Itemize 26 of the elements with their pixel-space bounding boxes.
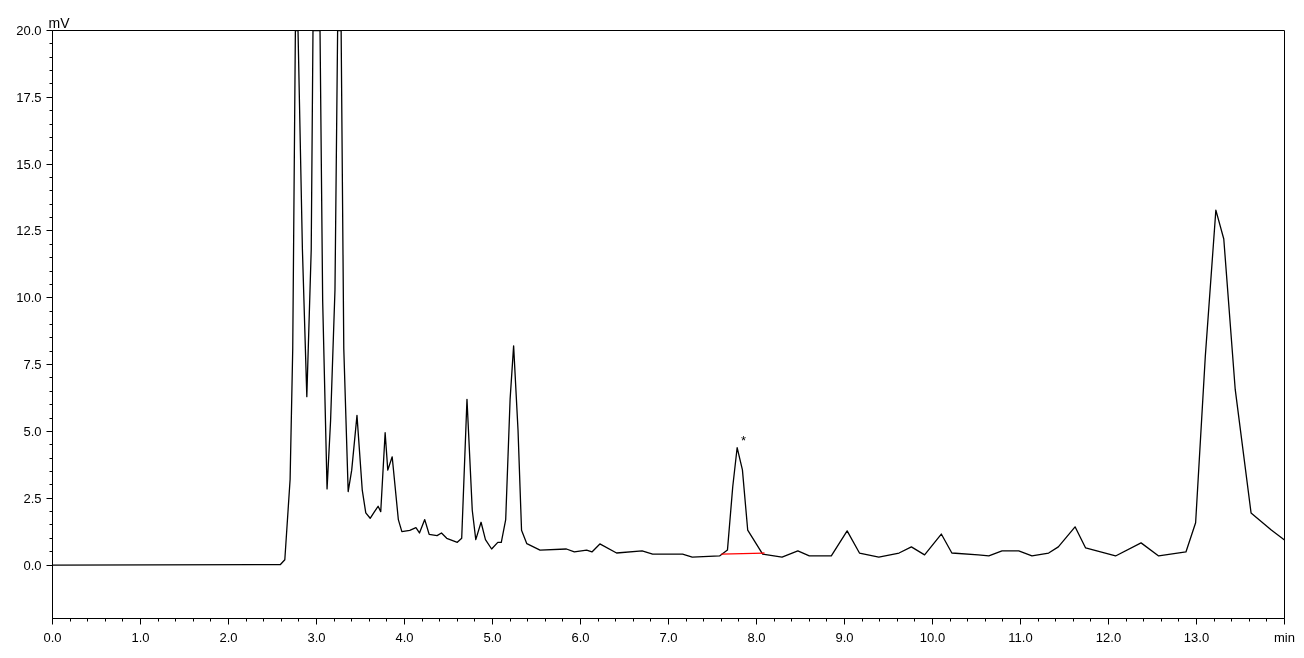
- x-tick-label: min: [1274, 629, 1295, 645]
- x-tick-label: 11.0: [1008, 629, 1033, 645]
- x-tick-label: 12.0: [1095, 629, 1122, 645]
- y-tick-label: 0.0: [23, 557, 42, 573]
- x-tick-label: 9.0: [835, 629, 854, 645]
- y-tick-label: 20.0: [16, 23, 42, 38]
- y-axis-title: mV: [48, 14, 71, 31]
- x-tick-label: 10.0: [919, 629, 946, 645]
- x-tick-label: 5.0: [483, 629, 502, 645]
- x-tick-label: 0.0: [43, 629, 62, 645]
- y-tick-label: 10.0: [16, 290, 42, 306]
- x-tick-label: 4.0: [395, 629, 414, 645]
- y-tick-label: 5.0: [23, 423, 42, 439]
- x-tick-label: 2.0: [219, 629, 238, 645]
- x-tick-label: 1.0: [131, 629, 150, 645]
- x-tick-label: 13.0: [1183, 629, 1210, 645]
- y-tick-label: 12.5: [16, 223, 42, 239]
- x-tick-label: 7.0: [659, 629, 678, 645]
- x-tick-label: 8.0: [747, 629, 766, 645]
- x-tick-label: 6.0: [571, 629, 590, 645]
- y-tick-label: 7.5: [23, 357, 42, 373]
- x-tick-label: 3.0: [307, 629, 326, 645]
- y-tick-label: 15.0: [16, 156, 42, 172]
- y-tick-label: 17.5: [16, 89, 42, 105]
- y-tick-label: 2.5: [23, 490, 42, 506]
- annotation: *: [740, 432, 746, 448]
